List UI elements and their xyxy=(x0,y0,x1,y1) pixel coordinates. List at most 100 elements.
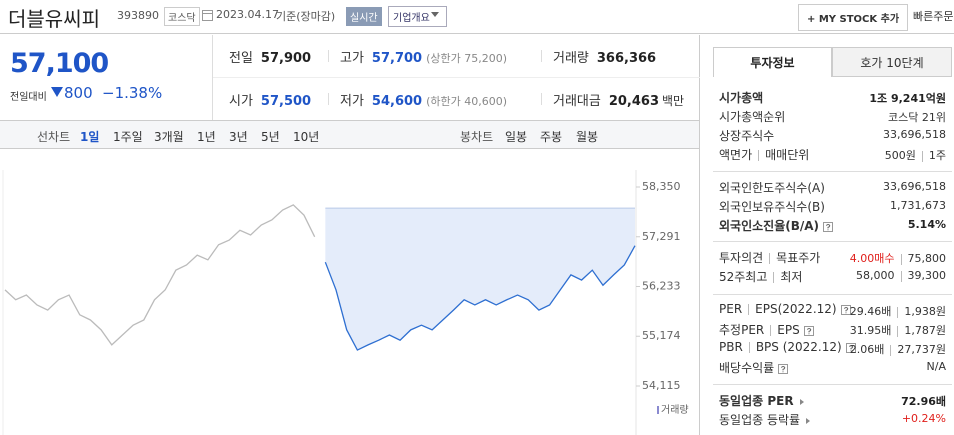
quick-order[interactable]: 빠른주문 xyxy=(913,10,954,23)
value-part: 39,300 xyxy=(907,269,947,282)
info-label: 시가총액 xyxy=(719,89,763,106)
help-icon[interactable] xyxy=(803,325,814,336)
change: 800 xyxy=(64,84,93,102)
separator xyxy=(748,304,750,315)
info-label: 외국인소진율(B/A) xyxy=(719,217,834,234)
help-icon[interactable] xyxy=(778,363,789,374)
summary-cell: 고가 57,700 (상한가 75,200) xyxy=(340,47,507,66)
separator xyxy=(770,325,772,336)
company-dropdown[interactable]: 기업개요 xyxy=(388,6,447,27)
candle-tab[interactable]: 주봉 xyxy=(540,130,563,144)
price-line xyxy=(4,204,316,346)
value-part: 1조 9,241억원 xyxy=(869,92,946,105)
info-label: 동일업종 등락률 xyxy=(719,411,812,428)
volume-marker xyxy=(657,406,659,414)
y-tick-label: 56,233 xyxy=(642,279,681,292)
arrow-icon[interactable] xyxy=(804,417,812,425)
info-label: 배당수익률 xyxy=(719,359,789,376)
period-tab[interactable]: 3년 xyxy=(229,130,248,144)
label-part: 목표주가 xyxy=(776,251,821,265)
y-tick-label: 55,174 xyxy=(642,329,681,342)
price-line xyxy=(324,245,636,351)
help-icon[interactable] xyxy=(823,221,834,232)
summary-value: 57,500 xyxy=(260,94,312,109)
info-label: PBR BPS (2022.12) xyxy=(719,340,856,354)
info-value: 29.46배 1,938원 xyxy=(719,303,946,319)
info-value: 2.06배 27,737원 xyxy=(719,341,946,357)
period-tab[interactable]: 3개월 xyxy=(154,130,184,144)
separator xyxy=(921,150,923,162)
market-badge: 코스닥 xyxy=(164,7,200,26)
dropdown-caret xyxy=(431,12,439,17)
period-tab[interactable]: 1일 xyxy=(80,130,100,144)
label-part: 52주최고 xyxy=(719,270,768,284)
value-part: +0.24% xyxy=(901,412,946,425)
info-label: 추정PER EPS xyxy=(719,321,814,338)
value-part: N/A xyxy=(926,360,946,373)
info-label: 투자의견 목표주가 xyxy=(719,249,820,266)
value-part: 2.06배 xyxy=(849,343,885,356)
candle-tab[interactable]: 월봉 xyxy=(576,130,599,144)
summary-label: 시가 xyxy=(229,94,253,109)
info-label: 외국인보유주식수(B) xyxy=(719,198,825,215)
help-icon[interactable] xyxy=(845,342,856,353)
info-value: 4.00매수 75,800 xyxy=(719,250,946,266)
label-part: 액면가 xyxy=(719,148,753,162)
label-part: 투자의견 xyxy=(719,251,764,265)
arrow xyxy=(799,398,804,405)
arrow-icon[interactable] xyxy=(798,398,806,406)
label-part: 시가총액 xyxy=(719,91,764,105)
label-part: EPS xyxy=(777,323,800,337)
period-tab[interactable]: 1주일 xyxy=(113,130,143,144)
info-value: 33,696,518 xyxy=(719,180,946,193)
value-part: 27,737원 xyxy=(897,343,946,356)
info-label: 동일업종 PER xyxy=(719,392,806,409)
info-value: 코스닥 21위 xyxy=(719,109,946,125)
summary-sep xyxy=(541,93,542,105)
summary-label: 저가 xyxy=(340,94,364,109)
candle-tab[interactable]: 일봉 xyxy=(505,130,528,144)
value-part: 72.96배 xyxy=(901,395,946,408)
help-mark xyxy=(781,365,786,372)
period-tab[interactable]: 1년 xyxy=(197,130,216,144)
side-tab-active[interactable]: 투자정보 xyxy=(713,47,832,77)
label-part: BPS (2022.12) xyxy=(755,340,842,354)
calendar-icon xyxy=(202,10,213,21)
mystock-button[interactable]: + MY STOCK 추가 xyxy=(798,4,909,31)
info-value: 500원 1주 xyxy=(719,147,946,163)
summary-cell: 시가 57,500 xyxy=(229,90,311,109)
period-tab[interactable]: 5년 xyxy=(261,130,280,144)
realtime-badge[interactable]: 실시간 xyxy=(346,7,382,26)
info-value: N/A xyxy=(719,360,946,373)
summary-value: 57,700 xyxy=(371,51,423,66)
summary-label: 고가 xyxy=(340,51,364,66)
candle-chart-label: 봉차트 xyxy=(460,130,494,144)
tab-bar xyxy=(0,121,699,149)
current-price: 57,100 xyxy=(10,48,109,79)
value-part: 1,787원 xyxy=(904,324,946,337)
caret xyxy=(431,12,439,17)
value-part: 33,696,518 xyxy=(883,180,946,193)
summary-note: (하한가 40,600) xyxy=(426,95,508,108)
period-tab[interactable]: 10년 xyxy=(293,130,320,144)
value-part: 1,938원 xyxy=(904,305,946,318)
summary-value: 57,900 xyxy=(260,51,312,66)
value-part: 31.95배 xyxy=(849,324,892,337)
separator xyxy=(758,150,760,161)
side-tab[interactable]: 호가 10단계 xyxy=(832,47,952,77)
label-part: 매매단위 xyxy=(765,148,810,162)
group-line xyxy=(713,241,952,242)
group-line xyxy=(713,294,952,295)
help-icon[interactable] xyxy=(840,304,851,315)
info-value: 58,000 39,300 xyxy=(719,269,946,282)
summary-sep xyxy=(328,93,329,105)
summary-note: (상한가 75,200) xyxy=(426,52,508,65)
info-value: 72.96배 xyxy=(719,393,946,409)
value-part: 75,800 xyxy=(907,252,947,265)
info-label: 52주최고 최저 xyxy=(719,268,802,285)
summary-unit: 백만 xyxy=(662,94,685,108)
summary-cell: 전일 57,900 xyxy=(229,47,311,66)
price-chart: 54,115 55,174 56,233 57,291 58,350 거래량 xyxy=(2,170,689,435)
label-part: 외국인한도주식수(A) xyxy=(719,181,825,195)
label-part: 최저 xyxy=(780,270,803,284)
